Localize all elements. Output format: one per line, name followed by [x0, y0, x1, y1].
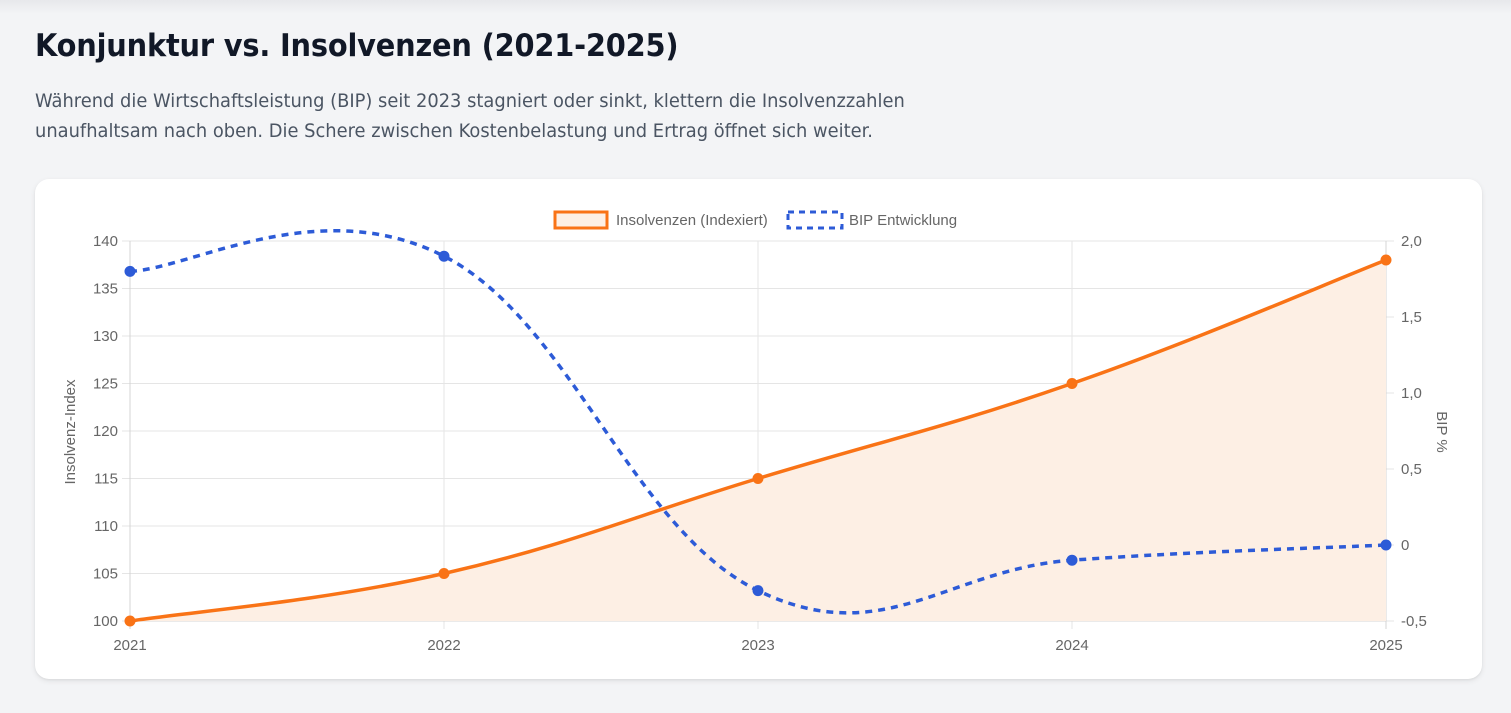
x-tick-label: 2022	[427, 637, 460, 654]
y-left-tick-label: 140	[93, 233, 118, 250]
legend: Insolvenzen (Indexiert) BIP Entwicklung	[553, 210, 957, 230]
y-right-tick-label: 1,5	[1401, 309, 1422, 326]
data-point-bip[interactable]	[438, 250, 450, 262]
area-fill-layer	[130, 260, 1386, 621]
top-shade	[0, 0, 1511, 14]
y-left-tick-label: 115	[94, 471, 118, 488]
x-tick-label: 2021	[113, 637, 146, 654]
legend-label-bip: BIP Entwicklung	[849, 212, 957, 229]
series-line-bip	[129, 229, 1387, 615]
legend-item-insolvency[interactable]: Insolvenzen (Indexiert)	[553, 210, 768, 230]
y-axis-right-ticks: -0,5 0 0,5 1,0 1,5 2,0	[1401, 233, 1427, 630]
legend-label-insolvency: Insolvenzen (Indexiert)	[616, 212, 768, 229]
page-description: Während die Wirtschaftsleistung (BIP) se…	[35, 90, 905, 142]
data-point-bip[interactable]	[752, 585, 764, 597]
y-left-tick-label: 125	[93, 376, 118, 393]
data-point-bip[interactable]	[1066, 554, 1078, 566]
y-right-tick-label: 0,5	[1401, 461, 1422, 478]
data-point-insolvency[interactable]	[438, 568, 450, 579]
y-axis-left-title: Insolvenz-Index	[62, 379, 79, 485]
data-points	[124, 250, 1392, 627]
page-title: Konjunktur vs. Insolvenzen (2021-2025)	[35, 28, 679, 64]
y-left-tick-label: 110	[94, 518, 118, 535]
x-axis-ticks: 2021 2022 2023 2024 2025	[113, 637, 1402, 654]
y-axis-right-title: BIP %	[1433, 411, 1450, 452]
x-tick-label: 2025	[1369, 637, 1402, 654]
data-point-insolvency[interactable]	[1380, 254, 1392, 266]
data-point-insolvency[interactable]	[1066, 378, 1078, 389]
data-point-bip[interactable]	[1380, 539, 1392, 551]
y-left-tick-label: 130	[93, 328, 118, 345]
y-left-tick-label: 135	[93, 281, 118, 298]
data-point-insolvency[interactable]	[752, 473, 764, 484]
chart-card: 100 105 110 115 120 125 130 135 140 -0,5 0 0,5 1,0 1…	[35, 179, 1482, 679]
y-right-tick-label: 1,0	[1401, 385, 1422, 402]
data-point-bip[interactable]	[124, 265, 136, 277]
y-left-tick-label: 120	[93, 423, 118, 440]
legend-swatch-insolvency	[553, 210, 609, 230]
y-left-tick-label: 100	[93, 613, 118, 630]
chart: 100 105 110 115 120 125 130 135 140 -0,5 0 0,5 1,0 1…	[62, 210, 1450, 654]
y-right-tick-label: 0	[1401, 537, 1409, 554]
area-fill-insolvency	[130, 260, 1386, 621]
x-tick-label: 2024	[1055, 637, 1088, 654]
y-axis-left-ticks: 100 105 110 115 120 125 130 135 140	[93, 233, 118, 630]
legend-swatch-bip	[786, 210, 844, 230]
y-left-tick-label: 105	[93, 566, 118, 583]
x-tick-label: 2023	[741, 637, 774, 654]
legend-item-bip[interactable]: BIP Entwicklung	[786, 210, 957, 230]
data-point-insolvency[interactable]	[124, 615, 136, 627]
y-right-tick-label: 2,0	[1401, 233, 1422, 250]
y-right-tick-label: -0,5	[1401, 613, 1427, 630]
